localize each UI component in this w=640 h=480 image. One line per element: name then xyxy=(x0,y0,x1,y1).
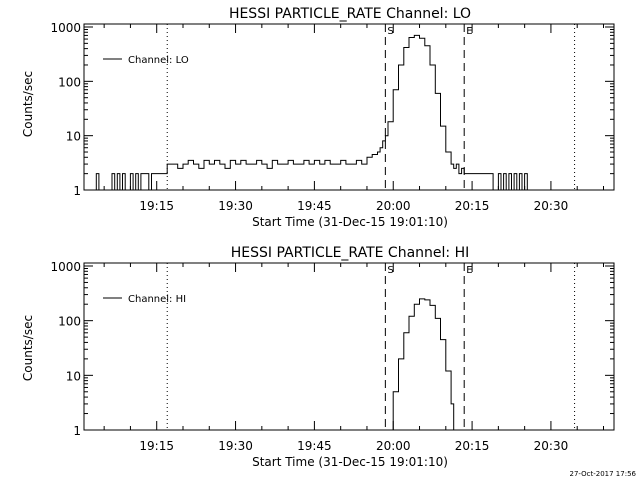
x-tick-label: 19:45 xyxy=(297,199,332,213)
y-tick-label: 1000 xyxy=(50,21,81,35)
x-axis-title: Start Time (31-Dec-15 19:01:10) xyxy=(252,215,448,229)
end-marker-label: E xyxy=(466,26,472,37)
end-marker-label: E xyxy=(466,265,472,276)
plot-frame xyxy=(83,262,615,431)
x-tick-label: 19:30 xyxy=(218,199,253,213)
x-tick-label: 19:30 xyxy=(218,439,253,453)
y-axis-title: Counts/sec xyxy=(21,71,35,137)
y-tick-label: 100 xyxy=(58,315,81,329)
hi-channel-panel: HESSI PARTICLE_RATE Channel: HI Start Ti… xyxy=(21,245,615,469)
y-tick-label: 10 xyxy=(66,369,81,383)
plot-frame xyxy=(83,23,615,191)
generation-timestamp: 27-Oct-2017 17:56 xyxy=(570,470,637,478)
y-tick-label: 1 xyxy=(73,424,81,438)
lo-channel-panel: HESSI PARTICLE_RATE Channel: LO Start Ti… xyxy=(21,6,615,229)
x-tick-label: 19:15 xyxy=(139,199,174,213)
start-marker-label: S xyxy=(387,265,393,276)
x-tick-label: 20:00 xyxy=(376,439,411,453)
x-tick-label: 20:30 xyxy=(534,199,569,213)
x-tick-label: 20:30 xyxy=(534,439,569,453)
x-tick-label: 20:00 xyxy=(376,199,411,213)
x-tick-label: 19:15 xyxy=(139,439,174,453)
y-axis-title: Counts/sec xyxy=(21,315,35,381)
series-line xyxy=(93,34,530,190)
y-tick-label: 1 xyxy=(73,184,81,198)
x-tick-label: 20:15 xyxy=(455,199,490,213)
x-axis-title: Start Time (31-Dec-15 19:01:10) xyxy=(252,455,448,469)
legend-label: Channel: HI xyxy=(128,294,186,305)
legend-label: Channel: LO xyxy=(128,55,189,66)
y-tick-label: 1000 xyxy=(50,260,81,274)
panel-title: HESSI PARTICLE_RATE Channel: HI xyxy=(231,245,469,261)
x-tick-label: 19:45 xyxy=(297,439,332,453)
start-marker-label: S xyxy=(387,26,393,37)
y-tick-label: 100 xyxy=(58,75,81,89)
panel-title: HESSI PARTICLE_RATE Channel: LO xyxy=(229,6,471,22)
series-line xyxy=(389,298,455,430)
y-tick-label: 10 xyxy=(66,130,81,144)
x-tick-label: 20:15 xyxy=(455,439,490,453)
